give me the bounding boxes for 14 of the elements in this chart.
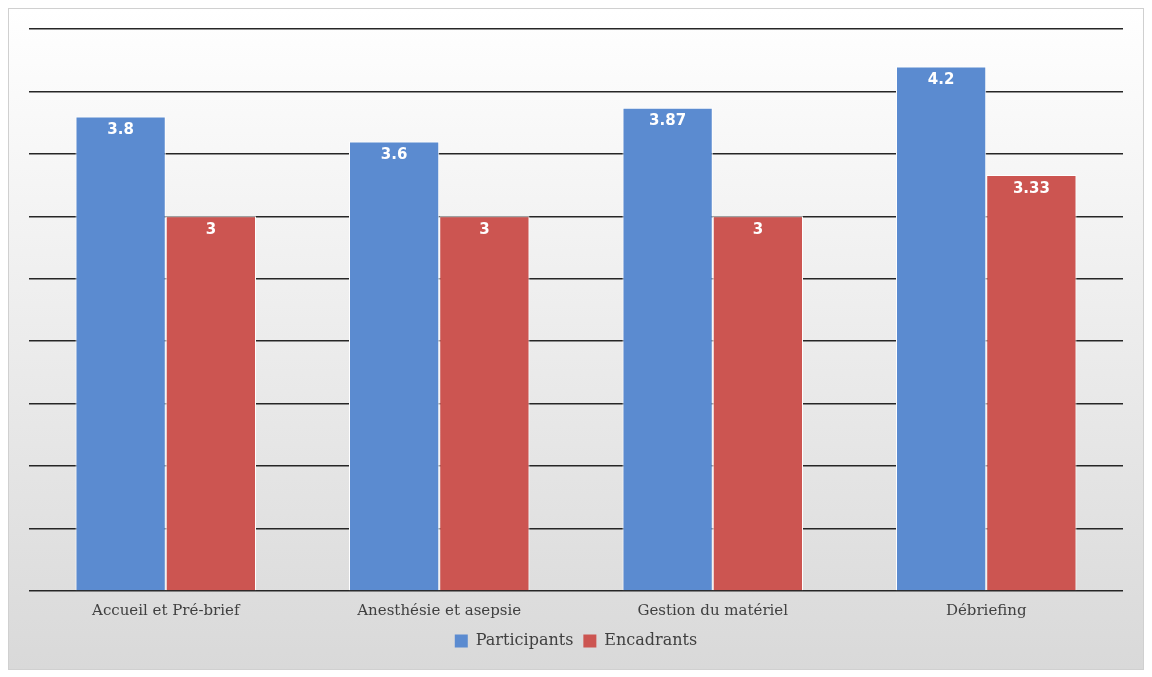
legend-label: Participants: [475, 630, 574, 650]
x-tick-label: Accueil et Pré-brief: [91, 600, 241, 619]
data-label: 3.33: [1012, 178, 1050, 197]
x-tick-label: Anesthésie et asepsie: [356, 600, 522, 619]
x-tick-label: Débriefing: [945, 600, 1027, 619]
data-label: 3: [752, 219, 764, 238]
data-label: 3.8: [107, 119, 134, 138]
legend-label: Encadrants: [604, 630, 698, 650]
data-label: 3.87: [649, 111, 687, 130]
data-label: 3: [205, 219, 217, 238]
data-label: 3: [479, 219, 490, 238]
data-label: 3.6: [380, 144, 408, 163]
x-tick-label: Gestion du matériel: [637, 600, 789, 619]
data-label: 4.2: [927, 69, 955, 88]
